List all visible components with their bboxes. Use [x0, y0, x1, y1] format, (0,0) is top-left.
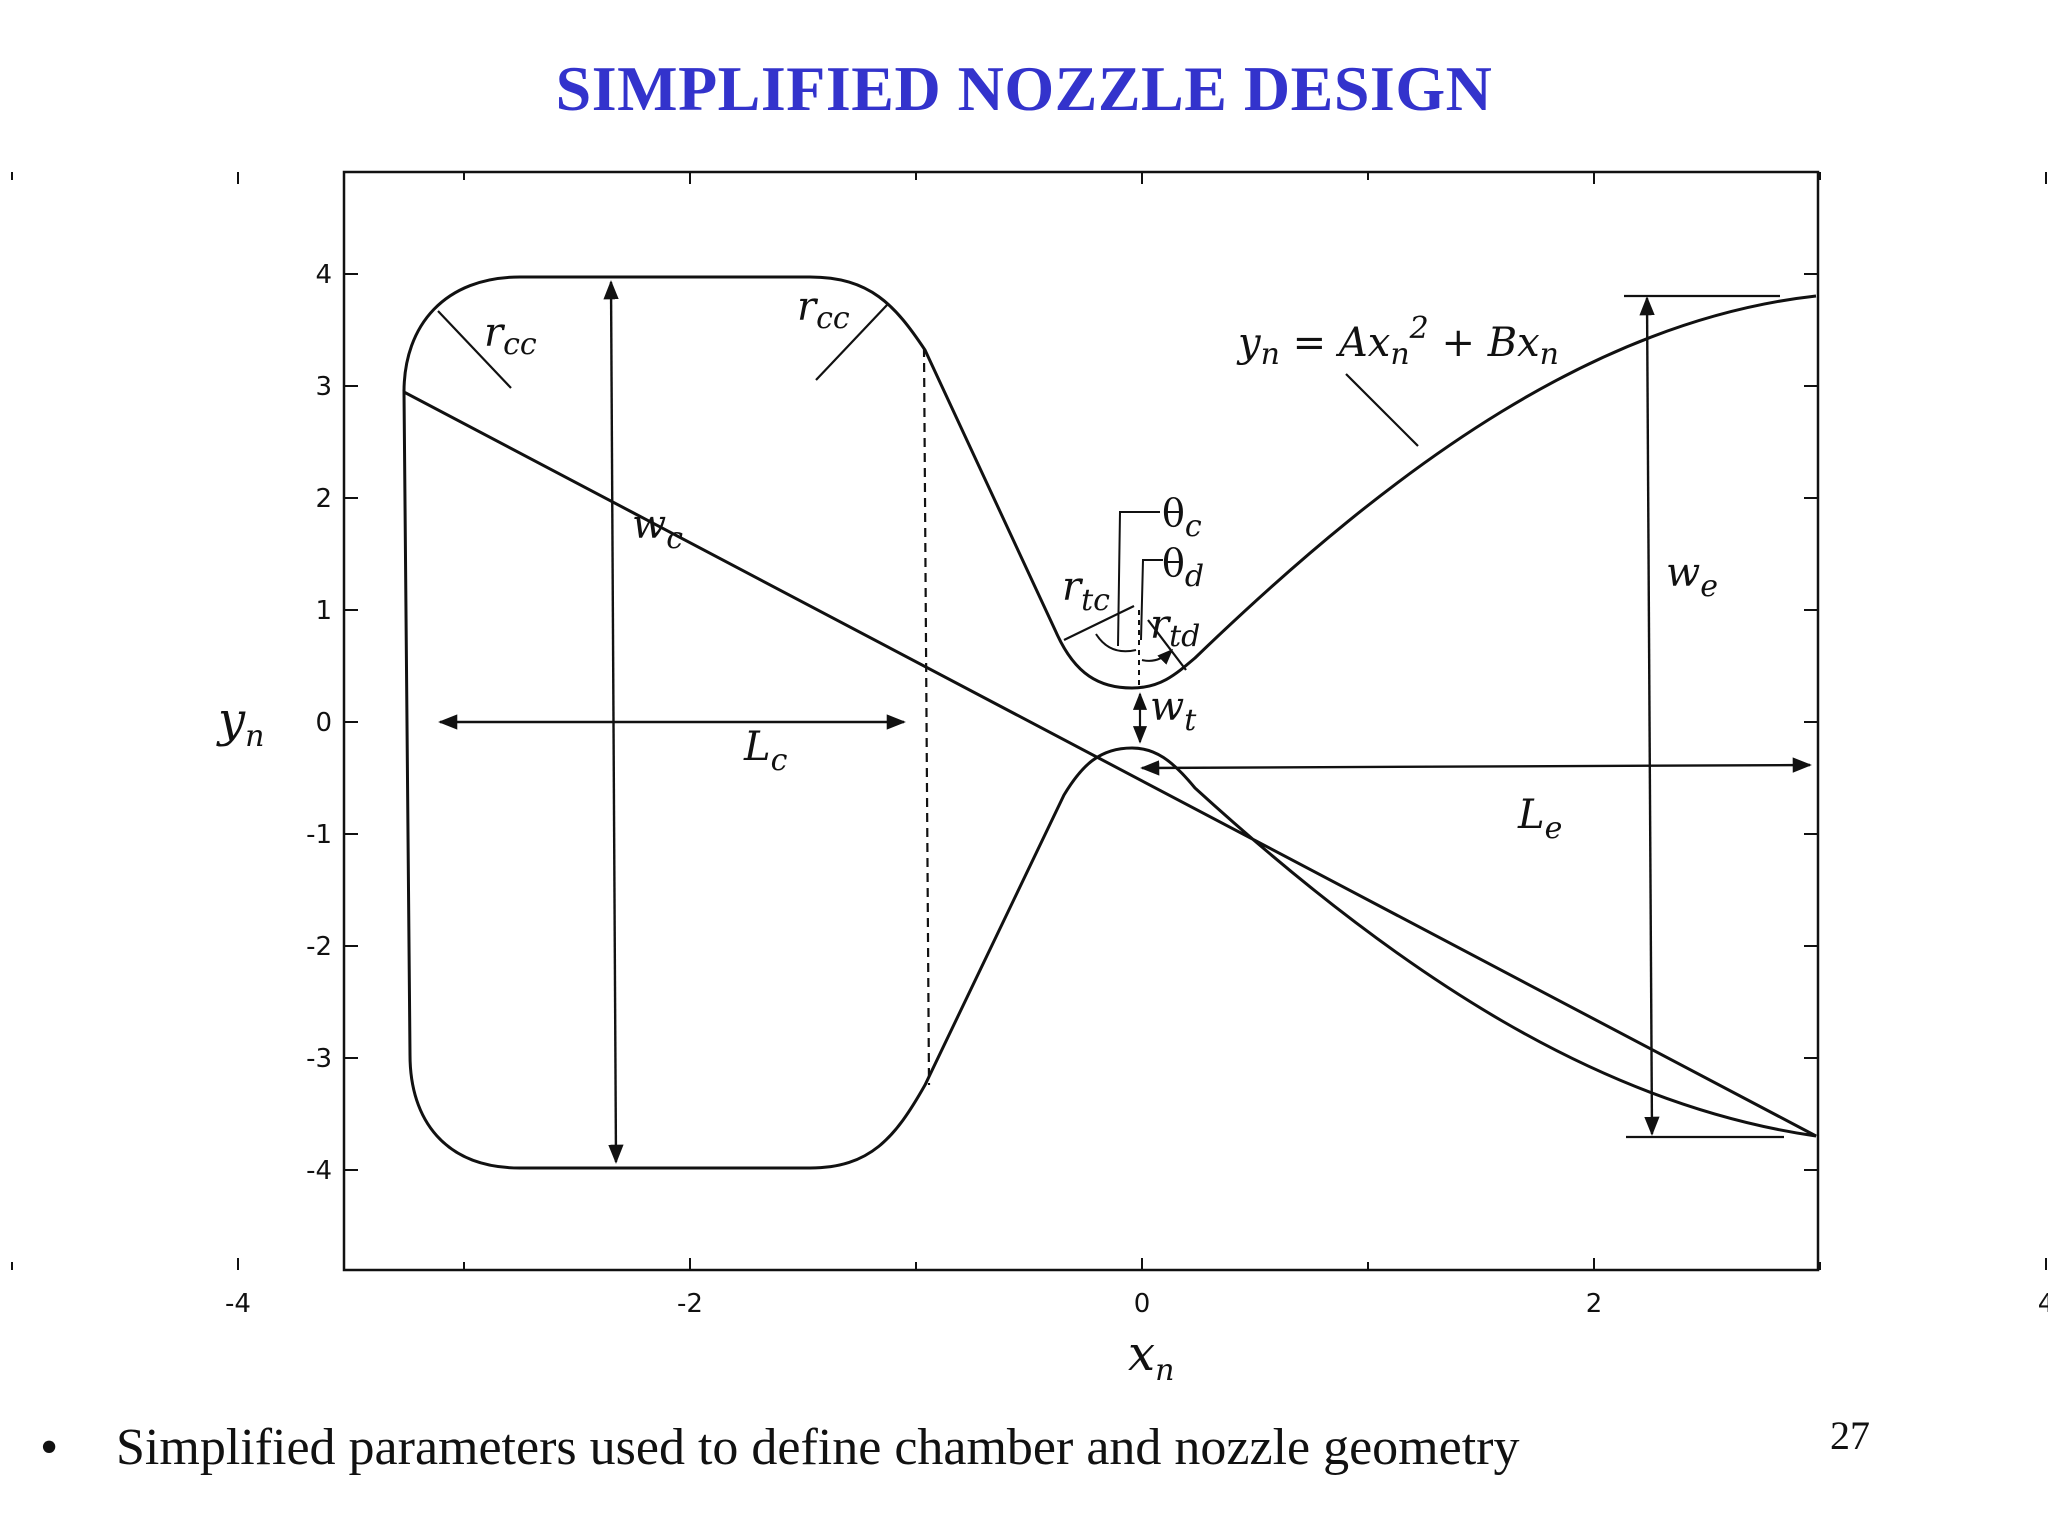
x-tick-label: 2	[1586, 1289, 1603, 1319]
le-dimension-line	[1140, 757, 1812, 776]
theta-c-arc	[1095, 633, 1137, 653]
le-label: Le	[1517, 792, 1562, 846]
axis-tick-labels: -6-4-2024643210-1-2-3-4	[225, 260, 2048, 1319]
y-tick-label: 3	[315, 372, 332, 402]
theta-c-label: θc	[1162, 491, 1202, 544]
chamber-end-dashed-line	[922, 347, 931, 1086]
rcc-left-label: rcc	[484, 310, 537, 362]
chamber-nozzle-wall-contour	[402, 275, 1817, 1170]
theta-d-label: θd	[1162, 541, 1204, 594]
x-tick-label: 4	[2038, 1289, 2048, 1319]
page-number: 27	[1830, 1413, 1870, 1458]
we-dimension-line	[1639, 296, 1660, 1136]
rtc-leader	[1063, 605, 1135, 641]
x-tick-label: -2	[677, 1289, 703, 1319]
y-tick-label: -1	[306, 820, 332, 850]
theta-d-leader	[1140, 559, 1163, 641]
lc-label: Lc	[743, 724, 788, 778]
y-tick-label: -4	[306, 1156, 332, 1186]
rcc-right-leader	[815, 304, 888, 381]
y-axis-title: yn	[216, 692, 264, 754]
y-tick-label: 1	[315, 596, 332, 626]
bullet-marker: •	[40, 1419, 59, 1476]
contour-equation: yn = Axn2 + Bxn	[1236, 311, 1559, 372]
rcc-right-label: rcc	[797, 284, 850, 336]
we-label: we	[1666, 550, 1718, 604]
rtc-label: rtc	[1062, 564, 1110, 618]
rcc-left-leader	[437, 310, 512, 389]
y-tick-label: -2	[306, 932, 332, 962]
axis-ticks	[11, 172, 2047, 1270]
y-tick-label: -3	[306, 1044, 332, 1074]
x-tick-label: -4	[225, 1289, 251, 1319]
y-tick-label: 0	[315, 708, 332, 738]
x-tick-label: 0	[1134, 1289, 1151, 1319]
y-tick-label: 2	[315, 484, 332, 514]
theta-d-arc	[1141, 648, 1174, 665]
y-tick-label: 4	[315, 260, 332, 290]
wt-label: wt	[1150, 684, 1197, 738]
wc-label: wc	[632, 502, 683, 556]
x-axis-title: xn	[1128, 1326, 1174, 1388]
rtd-leader	[1147, 619, 1187, 671]
bullet-text: Simplified parameters used to define cha…	[116, 1419, 1520, 1476]
equation-leader	[1345, 373, 1419, 447]
rtd-label: rtd	[1150, 602, 1200, 654]
slide-title: SIMPLIFIED NOZZLE DESIGN	[555, 53, 1493, 124]
theta-c-leader	[1117, 511, 1160, 647]
